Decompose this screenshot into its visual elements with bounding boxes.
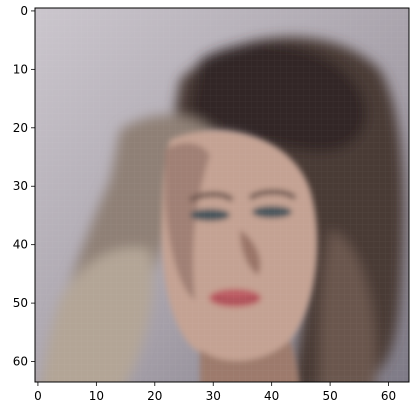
y-tick-label: 60: [13, 355, 28, 369]
x-tick-label: 60: [381, 389, 396, 403]
y-axis: 0 10 20 30 40 50 60: [13, 4, 35, 369]
y-tick-label: 40: [13, 238, 28, 252]
x-tick-label: 20: [147, 389, 162, 403]
x-tick-label: 40: [264, 389, 279, 403]
face-region: [161, 130, 318, 382]
x-axis: 0 10 20 30 40 50 60: [34, 382, 396, 403]
x-tick-label: 10: [89, 389, 104, 403]
left-eye: [190, 209, 230, 221]
pixel-grid: [35, 8, 409, 382]
axes-frame: [34, 7, 410, 383]
image-area: [35, 8, 409, 382]
right-eye: [252, 206, 292, 218]
y-tick-label: 50: [13, 296, 28, 310]
lips: [209, 289, 261, 307]
x-tick-label: 0: [34, 389, 42, 403]
y-tick-label: 30: [13, 179, 28, 193]
y-tick-label: 20: [13, 121, 28, 135]
x-tick-label: 50: [322, 389, 337, 403]
y-tick-label: 10: [13, 62, 28, 76]
x-tick-label: 30: [206, 389, 221, 403]
y-tick-label: 0: [20, 4, 28, 18]
